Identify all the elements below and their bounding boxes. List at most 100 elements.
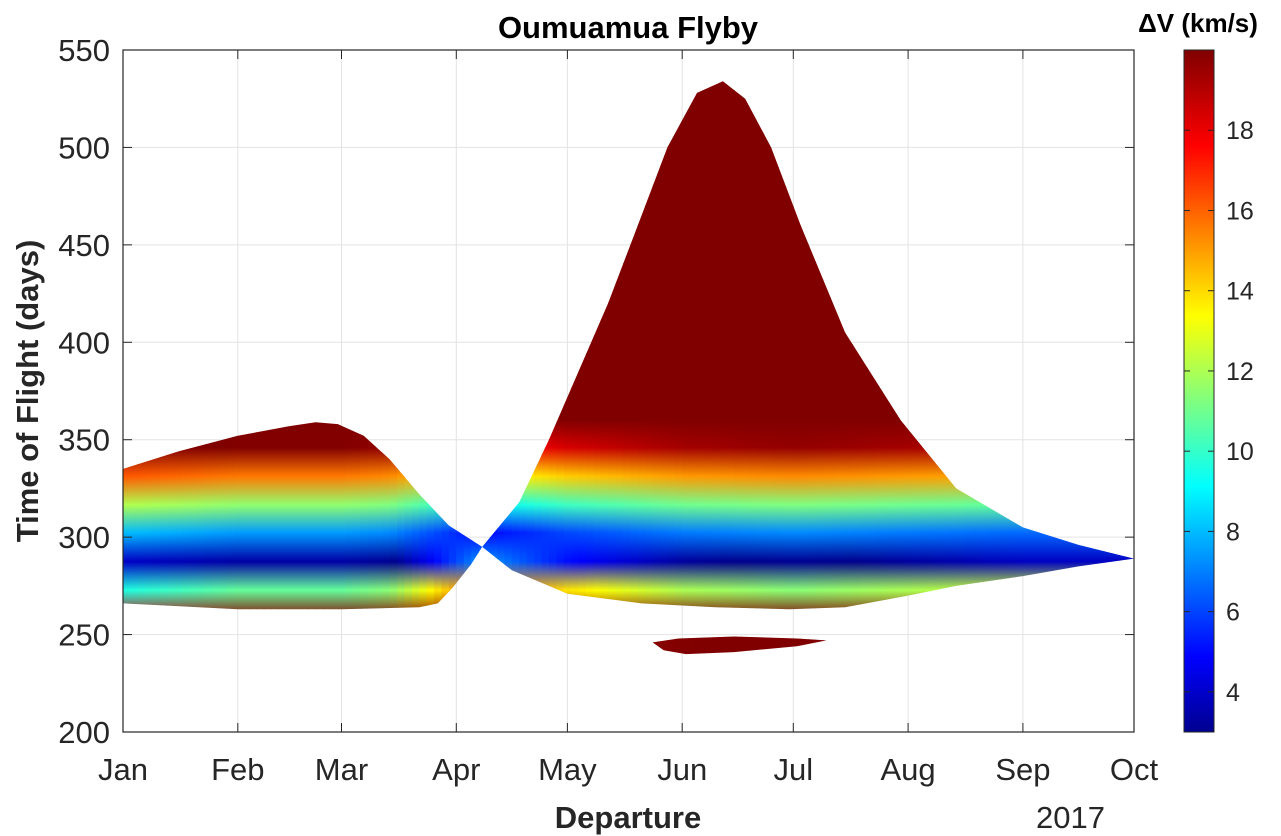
colorbar-tick-label: 18 [1226,117,1254,145]
y-axis-label: Time of Flight (days) [10,240,45,543]
colorbar-tick-label: 8 [1226,518,1240,546]
heatmap-cell-column [704,81,713,610]
y-axis-ticks: 200 250 300 350 400 450 500 550 [58,33,1134,750]
heatmap-cell-column [226,422,235,610]
heatmap-cell-column [182,422,191,610]
heatmap-cell-column [241,422,250,610]
heatmap-cell-column [211,422,220,610]
heatmap-cell-column [330,422,339,610]
heatmap-cell-column [315,422,324,610]
y-tick-label: 300 [58,520,110,555]
heatmap-cell-column [434,422,443,610]
heatmap-cell-column [263,422,272,610]
heatmap-cell-column [815,81,824,610]
heatmap-cell-column [600,81,609,610]
heatmap-cell-column [308,422,317,610]
year-label: 2017 [1036,800,1105,835]
y-tick-label: 450 [58,228,110,263]
heatmap-cell-column [367,422,376,610]
heatmap-cell-column [726,81,735,610]
heatmap-cell-column [389,422,398,610]
y-tick-label: 400 [58,325,110,360]
y-tick-label: 350 [58,423,110,458]
heatmap-cell-column [674,636,683,655]
heatmap-cell-column [593,81,602,610]
heatmap-cell-column [256,422,265,610]
heatmap-cell-column [830,81,839,610]
heatmap-cell-column [160,422,169,610]
colorbar-tick-label: 4 [1226,679,1240,707]
heatmap-cell-column [741,636,750,655]
colorbar-ticks: 4 6 8 10 12 14 16 18 [1184,117,1254,707]
heatmap-cell-column [800,81,809,610]
colorbar-tick-label: 12 [1226,358,1254,386]
heatmap-cell-column [382,422,391,610]
y-tick-label: 550 [58,33,110,68]
colorbar-title: ΔV (km/s) [1138,8,1258,38]
heatmap-cell-column [778,636,787,655]
heatmap-cell-column [763,81,772,610]
x-axis-label: Departure [555,800,701,835]
heatmap-cell-column [1134,50,1142,732]
x-tick-label: Aug [881,752,936,787]
heatmap-cell-column [300,422,309,610]
heatmap-cell-column [637,81,646,610]
heatmap-cell-column [822,81,831,610]
y-tick-label: 250 [58,618,110,653]
heatmap-cell-column [697,81,706,610]
heatmap-cell-column [337,422,346,610]
heatmap-cell-column [689,636,698,655]
heatmap-cell-column [741,81,750,610]
x-axis-ticks: Jan Feb Mar Apr May Jun Jul Aug Sep Oct [98,50,1158,787]
heatmap-cell-column [615,81,624,610]
x-tick-label: Sep [995,752,1050,787]
heatmap-cell-column [234,422,243,610]
heatmap-cell-column [271,422,280,610]
heatmap-cell-column [793,636,802,655]
x-tick-label: Jul [773,752,813,787]
heatmap-cell-column [837,81,846,610]
heatmap-cell-column [734,636,743,655]
heatmap-cell-column [748,636,757,655]
heatmap-cell-column [704,636,713,655]
heatmap-cell-column [808,81,817,610]
heatmap-cell-column [137,422,146,610]
heatmap-cell-column [734,81,743,610]
heatmap-cell-column [174,422,183,610]
colorbar-tick-label: 14 [1226,278,1254,306]
heatmap-cell-column [845,81,854,610]
heatmap-cell-column [152,422,161,610]
colorbar-tick-label: 6 [1226,599,1240,627]
heatmap-cell-column [711,81,720,610]
heatmap-cell-column [667,81,676,610]
chart-title: Oumuamua Flyby [498,10,759,45]
heatmap-cell-column [397,422,406,610]
heatmap-cell-column [585,81,594,610]
heatmap-cell-column [726,636,735,655]
heatmap-cell-column [771,81,780,610]
colorbar [1183,49,1215,733]
heatmap-cell-column [189,422,198,610]
heatmap-region [123,422,483,610]
heatmap-cell-column [719,636,728,655]
y-tick-label: 500 [58,130,110,165]
heatmap-cell-column [204,422,213,610]
heatmap-cell-column [404,422,413,610]
heatmap-cell-column [285,422,294,610]
x-tick-label: Jan [98,752,148,787]
heatmap-cell-column [197,422,206,610]
heatmap-cell-column [278,422,287,610]
heatmap-cell-column [374,422,383,610]
heatmap-cell-column [697,636,706,655]
x-tick-label: Oct [1110,752,1159,787]
heatmap-cell-column [608,81,617,610]
heatmap-cell-column [419,422,428,610]
heatmap-cell-column [248,422,257,610]
heatmap-cell-column [219,422,228,610]
heatmap-cell-column [622,81,631,610]
heatmap-cell-column [682,636,691,655]
heatmap-cell-column [145,422,154,610]
heatmap-cell-column [674,81,683,610]
y-tick-label: 200 [58,715,110,750]
